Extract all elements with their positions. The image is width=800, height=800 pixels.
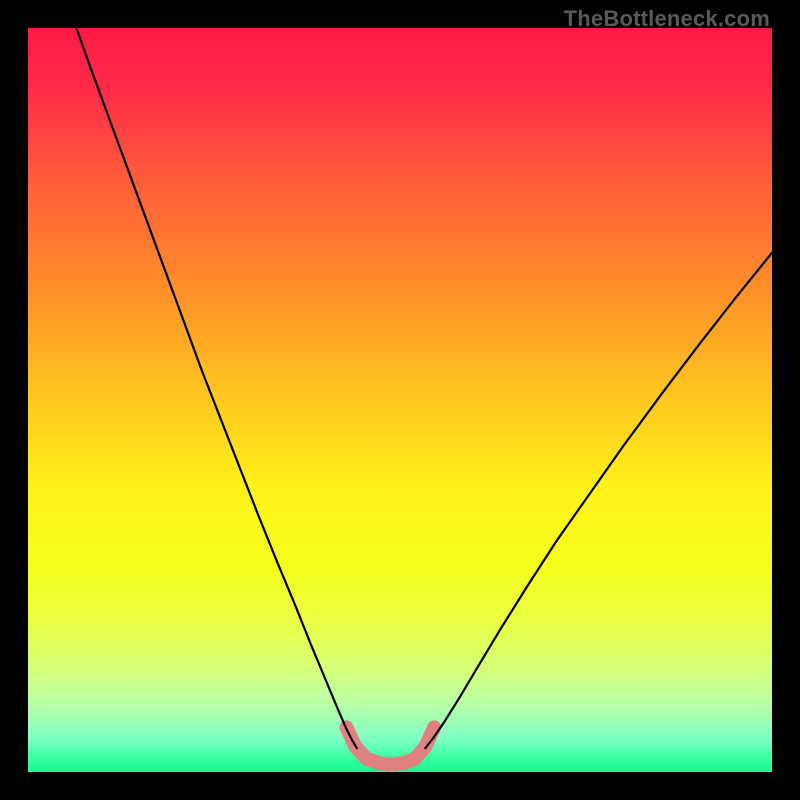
plot-area bbox=[28, 28, 772, 772]
curve-right bbox=[425, 253, 772, 749]
trough-highlight bbox=[346, 727, 434, 764]
curves-layer bbox=[28, 28, 772, 772]
curve-left bbox=[76, 28, 356, 748]
